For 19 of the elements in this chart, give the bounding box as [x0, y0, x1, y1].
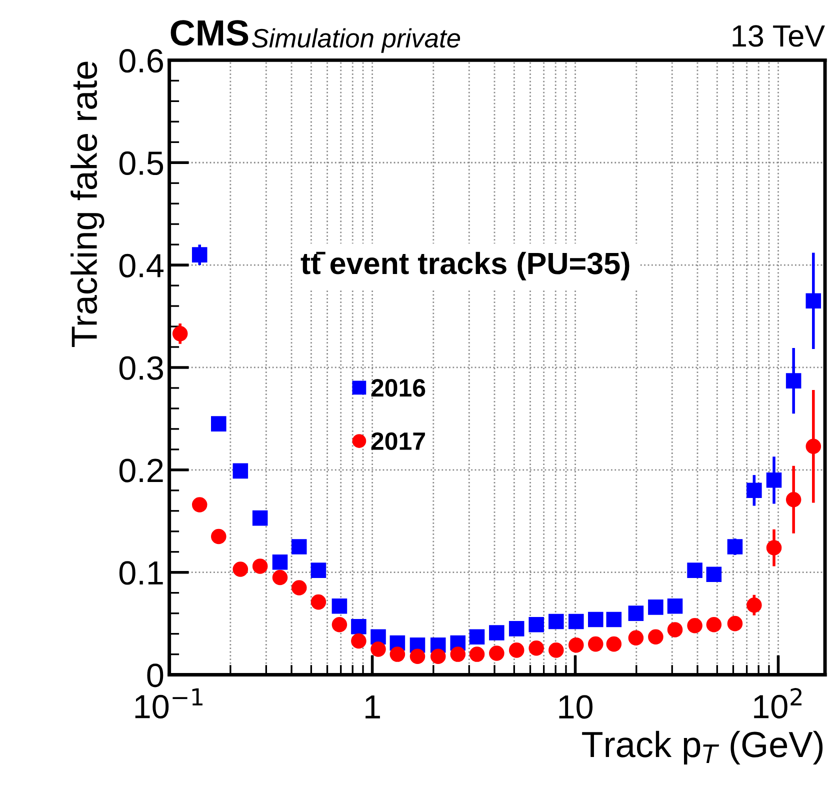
x-tick-label: 10 [559, 695, 593, 719]
x-tick-label: 10$^{−1}$ [135, 688, 202, 718]
x-tick-label: 10$^{2}$ [754, 688, 802, 718]
y-tick-label: 0.5 [119, 151, 164, 176]
y-tick-label: 0.2 [119, 458, 163, 482]
y-tick-label: 0.3 [119, 356, 163, 380]
legend-label: 2016 [371, 379, 426, 397]
y-tick-label: 0 [147, 664, 164, 688]
text: Simulation private [252, 28, 460, 53]
y-tick-label: 0.4 [119, 254, 164, 278]
annotation: tt̄ event tracks (PU=35) [300, 252, 630, 280]
text: CMS [170, 20, 248, 46]
text: 13 TeV [732, 25, 825, 47]
y-axis-title: Tracking fake rate [70, 62, 104, 348]
x-axis-title: Track p$_{T}$ (GeV) [582, 730, 823, 765]
y-tick-label: 0.6 [119, 48, 163, 73]
y-tick-label: 0.1 [119, 561, 163, 585]
legend-label: 2017 [371, 432, 425, 450]
x-tick-label: 1 [366, 695, 380, 718]
